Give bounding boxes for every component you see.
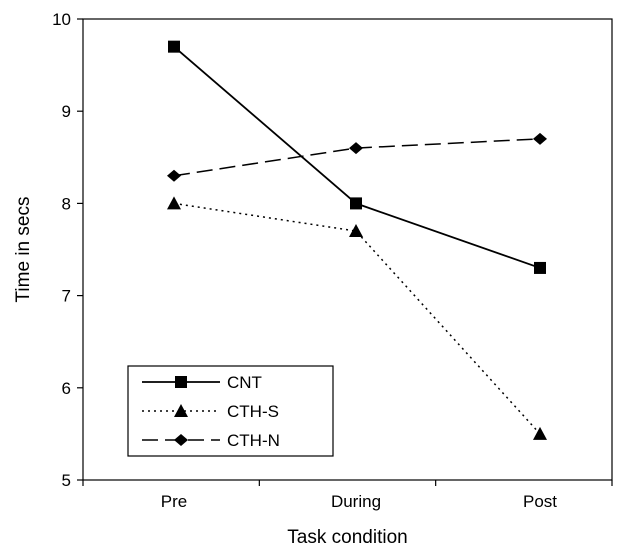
plot-border [82,18,613,481]
legend-box [127,365,334,457]
legend-label: CNT [227,373,262,392]
legend-label: CTH-S [227,402,279,421]
plot-area [82,18,613,481]
series-layer [167,40,547,440]
y-tick-label: 6 [62,379,71,398]
legend: CNT CTH-S CTH-N [127,365,334,457]
y-tick-label: 9 [62,102,71,121]
y-tick-label: 10 [52,10,71,29]
x-tick-label: Pre [161,492,187,511]
data-point [168,40,180,53]
x-tick-label: During [331,492,381,511]
x-axis-title: Task condition [287,527,407,548]
y-tick-label: 7 [62,287,71,306]
legend-marker [175,376,187,388]
data-point [534,261,546,274]
data-point [350,197,362,210]
data-point [167,196,181,210]
series-cth-s [167,196,547,440]
legend-item: CNT [142,373,262,392]
x-tick-label: Post [523,492,557,511]
legend-marker [174,404,188,417]
series-cnt [168,40,546,274]
y-tick-label: 8 [62,194,71,213]
legend-item: CTH-S [142,402,279,421]
data-point [533,426,547,440]
y-axis: 5 6 7 8 9 10 [52,10,83,490]
data-point [349,142,363,155]
y-tick-label: 5 [62,471,71,490]
legend-marker [174,434,188,446]
x-axis: Pre During Post [82,480,613,511]
legend-item: CTH-N [142,431,280,450]
series-cth-n [167,132,547,182]
series-line [173,202,541,435]
data-point [167,169,181,182]
y-axis-title: Time in secs [13,197,34,303]
data-point [349,224,363,238]
legend-label: CTH-N [227,431,280,450]
data-point [533,132,547,145]
